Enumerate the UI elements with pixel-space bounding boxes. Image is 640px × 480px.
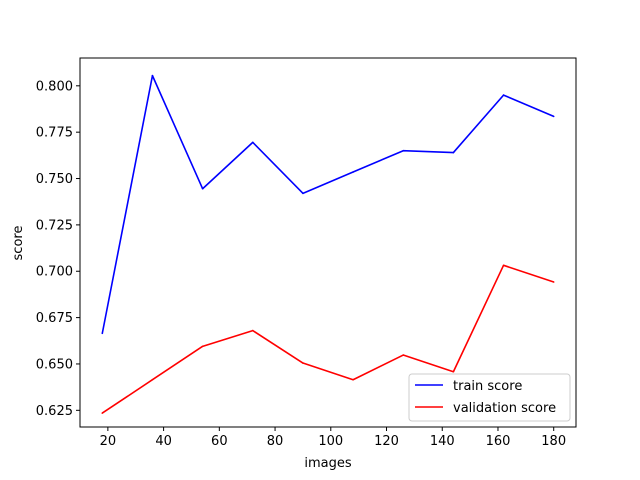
data-point xyxy=(402,354,405,356)
y-axis: 0.625 0.650 0.675 0.700 0.725 0.750 0.775 0.800 xyxy=(36,79,80,419)
data-point xyxy=(552,115,555,118)
data-point xyxy=(352,171,354,173)
y-tick-label: 0.700 xyxy=(36,265,73,280)
series-lines xyxy=(101,74,555,414)
y-tick-label: 0.725 xyxy=(36,218,73,233)
y-tick-label: 0.775 xyxy=(36,126,73,141)
plot-frame xyxy=(79,57,577,428)
x-axis-label: images xyxy=(304,456,351,471)
data-point xyxy=(502,264,505,267)
y-tick-label: 0.625 xyxy=(36,404,73,419)
data-point xyxy=(352,378,354,381)
legend-label: train score xyxy=(453,379,522,394)
data-point xyxy=(151,74,154,77)
legend-box xyxy=(408,373,571,422)
data-point xyxy=(251,329,254,332)
data-point xyxy=(302,192,304,195)
data-point xyxy=(452,370,455,373)
data-point xyxy=(452,151,455,154)
legend: train score validation score xyxy=(408,373,571,422)
x-tick-label: 140 xyxy=(430,434,455,449)
y-tick-label: 0.675 xyxy=(36,311,73,326)
data-point xyxy=(201,187,204,190)
series-line-1 xyxy=(101,264,554,414)
x-axis: 20 40 60 80 100 120 140 160 180 xyxy=(100,427,566,449)
data-point xyxy=(502,94,505,96)
legend-label: validation score xyxy=(453,401,556,416)
x-tick-label: 100 xyxy=(318,434,343,449)
data-point xyxy=(402,149,405,152)
data-point xyxy=(151,378,154,381)
y-tick-label: 0.800 xyxy=(36,79,73,94)
y-tick-label: 0.650 xyxy=(36,357,73,372)
data-point xyxy=(101,332,104,335)
x-tick-label: 80 xyxy=(267,434,284,449)
x-tick-label: 160 xyxy=(486,434,511,449)
x-tick-label: 40 xyxy=(155,434,172,449)
data-point xyxy=(302,362,304,364)
x-tick-label: 20 xyxy=(100,434,117,449)
series-line-0 xyxy=(101,74,555,334)
x-tick-label: 60 xyxy=(211,434,228,449)
y-tick-label: 0.750 xyxy=(36,172,73,187)
y-axis-label: score xyxy=(11,226,26,261)
x-tick-label: 180 xyxy=(541,434,566,449)
x-tick-label: 120 xyxy=(374,434,399,449)
data-point xyxy=(201,345,204,348)
data-point xyxy=(101,412,104,414)
data-point xyxy=(552,281,555,283)
data-point xyxy=(251,141,254,144)
